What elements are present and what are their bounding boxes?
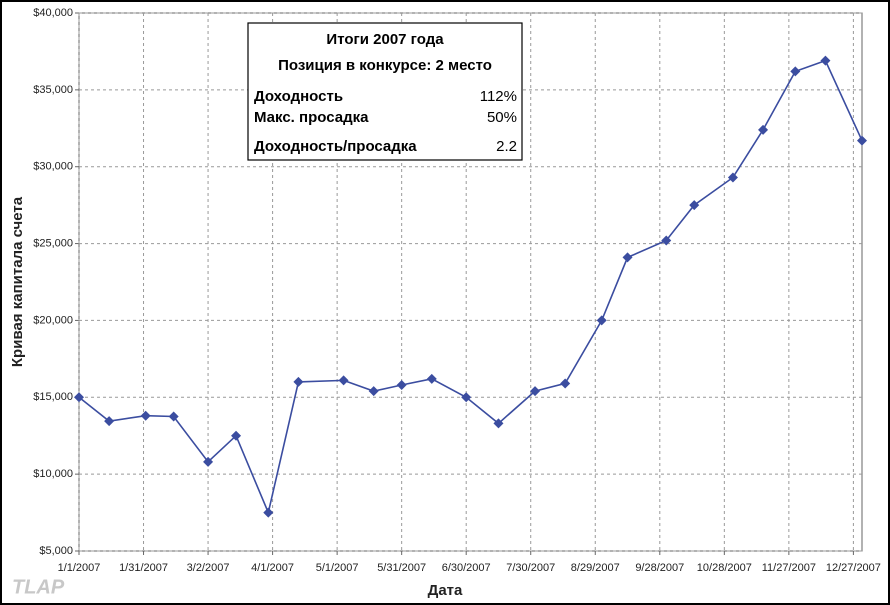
x-axis-label: Дата	[428, 582, 463, 599]
summary-label: Доходность/просадка	[254, 138, 417, 155]
marker	[790, 66, 801, 77]
summary-value: 50%	[487, 109, 517, 126]
x-tick-label: 3/2/2007	[187, 562, 230, 574]
marker	[560, 378, 571, 389]
x-tick-label: 1/1/2007	[58, 562, 101, 574]
summary-box: Итоги 2007 года Позиция в конкурсе: 2 мес…	[247, 22, 523, 161]
marker	[596, 315, 607, 326]
summary-value: 112%	[480, 88, 517, 105]
marker	[104, 416, 115, 427]
marker	[263, 507, 274, 518]
y-tick-label: $25,000	[33, 237, 73, 249]
summary-subtitle: Позиция в конкурсе: 2 место	[278, 57, 492, 74]
x-tick-label: 11/27/2007	[762, 562, 816, 574]
x-tick-label: 7/30/2007	[506, 562, 555, 574]
marker	[74, 392, 84, 403]
x-tick-label: 9/28/2007	[635, 562, 684, 574]
marker	[396, 379, 407, 390]
marker	[622, 252, 633, 263]
y-tick-label: $5,000	[39, 545, 73, 557]
marker	[168, 411, 179, 422]
marker	[338, 375, 349, 386]
summary-value: 2.2	[496, 138, 517, 155]
marker	[493, 418, 504, 429]
x-tick-label: 1/31/2007	[119, 562, 168, 574]
y-tick-label: $40,000	[33, 7, 73, 19]
y-tick-label: $10,000	[33, 468, 73, 480]
x-tick-label: 8/29/2007	[571, 562, 620, 574]
marker	[530, 386, 541, 397]
summary-frame	[247, 22, 523, 161]
x-tick-label: 10/28/2007	[697, 562, 752, 574]
marker	[758, 124, 769, 135]
marker	[140, 410, 151, 421]
summary-label: Макс. просадка	[254, 109, 369, 126]
y-tick-label: $30,000	[33, 161, 73, 173]
y-axis-label: Кривая капитала счета	[9, 196, 26, 367]
summary-label: Доходность	[254, 88, 343, 105]
x-tick-label: 4/1/2007	[251, 562, 294, 574]
marker	[461, 392, 472, 403]
marker	[727, 172, 738, 183]
y-tick-label: $15,000	[33, 391, 73, 403]
marker	[661, 235, 672, 246]
marker	[203, 456, 214, 467]
summary-title: Итоги 2007 года	[326, 31, 444, 48]
marker	[857, 135, 867, 146]
marker	[293, 376, 304, 387]
x-tick-label: 12/27/2007	[826, 562, 881, 574]
x-tick-label: 6/30/2007	[442, 562, 491, 574]
x-tick-label: 5/31/2007	[377, 562, 426, 574]
marker	[231, 430, 242, 441]
marker	[689, 200, 700, 211]
marker	[368, 386, 379, 397]
watermark: TLAP	[12, 576, 65, 598]
marker	[820, 55, 831, 66]
marker	[426, 373, 437, 384]
y-tick-label: $20,000	[33, 314, 73, 326]
x-tick-label: 5/1/2007	[316, 562, 359, 574]
y-tick-label: $35,000	[33, 84, 73, 96]
